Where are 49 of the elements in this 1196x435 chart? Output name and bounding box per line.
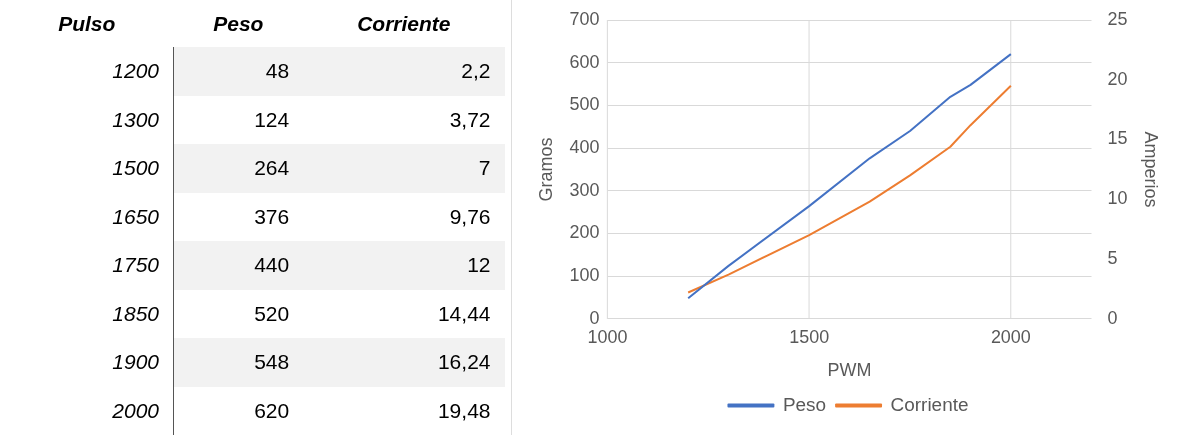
text: 12 [303,241,505,290]
text: 3,72 [448,106,492,133]
y-tick-label: 600 [569,51,600,72]
y2-tick-label: 0 [1107,307,1118,328]
text: 264 [173,144,304,193]
y-tick-label: 500 [569,94,600,115]
y-tick-label: 200 [569,222,600,243]
legend-label: Corriente [890,393,969,415]
x-tick-label: 1000 [587,326,628,347]
text: 2000 [0,386,174,435]
legend-label: Peso [782,393,827,415]
text: 1200 [0,47,174,96]
text: 1300 [0,95,174,144]
text: 1900 [0,338,174,387]
text: 548 [173,338,304,387]
y2-tick-label: 25 [1107,8,1128,29]
text: 520 [253,300,291,327]
text: 9,76 [448,203,492,230]
text: 7 [303,144,505,193]
y-tick-label: 300 [569,179,600,200]
y-axis-title: Gramos [535,137,556,202]
y2-tick-label: 5 [1107,248,1118,269]
text: 620 [253,397,291,424]
text: 376 [253,203,291,230]
y2-tick-label: 10 [1107,188,1128,209]
y-tick-label: 100 [569,265,600,286]
y2-axis-title: Amperios [1141,131,1162,208]
y2-tick-label: 20 [1107,68,1128,89]
text: 2,2 [303,47,505,96]
text: 19,48 [436,397,492,424]
text: 16,24 [303,338,505,387]
text: 1500 [0,144,174,193]
text: 48 [173,47,304,96]
text: 124 [253,106,291,133]
text: 440 [173,241,304,290]
text: 1650 [0,192,174,241]
text: 1850 [0,289,174,338]
x-tick-label: 2000 [990,326,1031,347]
text: Peso [212,10,265,37]
y-tick-label: 0 [589,307,600,328]
text: Corriente [356,10,452,37]
y-tick-label: 400 [569,137,600,158]
x-tick-label: 1500 [789,326,830,347]
text: 1750 [0,241,174,290]
text: 14,44 [436,300,492,327]
y-tick-label: 700 [569,8,600,29]
y2-tick-label: 15 [1107,128,1128,149]
text: Pulso [57,10,117,37]
x-axis-title: PWM [827,360,872,381]
